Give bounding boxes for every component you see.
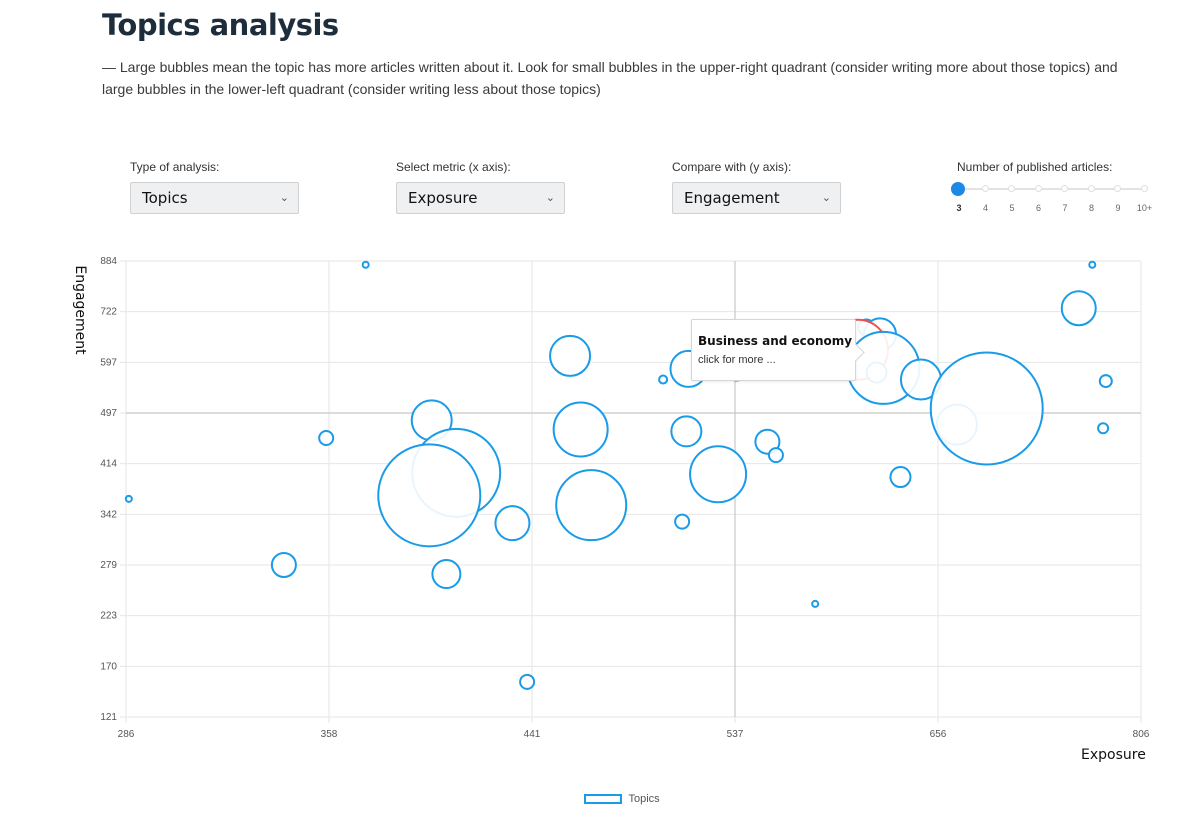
y-tick-label: 497: [100, 408, 117, 419]
y-metric-value: Engagement: [684, 189, 780, 207]
slider-tick-label: 5: [1009, 203, 1015, 213]
y-tick-label: 722: [100, 307, 117, 318]
y-tick-label: 597: [100, 357, 117, 368]
analysis-type-select[interactable]: Topics ⌄: [130, 182, 299, 214]
slider-stop[interactable]: [1034, 185, 1042, 192]
topic-bubble[interactable]: [1097, 422, 1110, 435]
y-tick-label: 414: [100, 459, 117, 470]
topic-bubble[interactable]: [270, 552, 297, 578]
articles-slider-track[interactable]: [958, 188, 1143, 190]
y-axis-title: Engagement: [72, 265, 88, 355]
slider-tick-label: 6: [1035, 203, 1042, 213]
bubble-tooltip[interactable]: Business and economy click for more ...: [691, 319, 856, 381]
slider-tick-label: 8: [1088, 203, 1095, 213]
slider-tick-label: 4: [982, 203, 989, 213]
page-description: — Large bubbles mean the topic has more …: [102, 59, 1118, 97]
x-metric-label: Select metric (x axis):: [396, 160, 511, 174]
slider-stop[interactable]: [1008, 185, 1015, 192]
page-title: Topics analysis: [102, 8, 339, 42]
topic-bubble[interactable]: [519, 673, 536, 690]
x-tick-label: 806: [1133, 729, 1150, 740]
topic-bubble[interactable]: [658, 374, 669, 385]
chevron-down-icon: ⌄: [821, 191, 831, 204]
y-metric-label: Compare with (y axis):: [672, 160, 792, 174]
slider-tick-label: 10+: [1136, 203, 1153, 213]
topic-bubble[interactable]: [1098, 374, 1113, 389]
topic-bubble[interactable]: [552, 401, 609, 458]
x-tick-label: 286: [118, 729, 135, 740]
topic-bubble[interactable]: [929, 351, 1044, 466]
topic-bubble[interactable]: [124, 494, 133, 503]
chevron-down-icon: ⌄: [545, 191, 555, 204]
y-tick-label: 884: [100, 256, 117, 267]
topic-bubble[interactable]: [361, 260, 370, 269]
slider-tick-label: 9: [1115, 203, 1121, 213]
slider-stop[interactable]: [1114, 185, 1121, 192]
x-tick-label: 537: [727, 729, 744, 740]
analysis-type-control: Type of analysis: Topics ⌄: [130, 160, 299, 214]
slider-stop[interactable]: [1140, 185, 1148, 192]
topic-bubble[interactable]: [549, 334, 592, 377]
y-tick-label: 342: [100, 509, 117, 520]
topic-bubble[interactable]: [555, 469, 628, 542]
topic-bubble[interactable]: [889, 466, 912, 489]
y-metric-control: Compare with (y axis): Engagement ⌄: [672, 160, 841, 214]
topic-bubble[interactable]: [674, 513, 691, 530]
articles-slider-control: Number of published articles: 3 4 5 6 7 8 9 10+: [950, 160, 1155, 213]
slider-tick-label: 3: [956, 203, 962, 213]
y-tick-label: 121: [100, 712, 117, 723]
articles-slider-label: Number of published articles:: [957, 160, 1113, 174]
x-metric-select[interactable]: Exposure ⌄: [396, 182, 565, 214]
topic-bubble[interactable]: [1060, 290, 1097, 327]
x-tick-label: 358: [321, 729, 338, 740]
slider-tick-label: 7: [1062, 203, 1068, 213]
topic-bubble[interactable]: [1088, 260, 1097, 269]
x-metric-control: Select metric (x axis): Exposure ⌄: [396, 160, 565, 214]
x-tick-label: 441: [524, 729, 541, 740]
analysis-type-label: Type of analysis:: [130, 160, 220, 174]
y-tick-label: 223: [100, 611, 117, 622]
tooltip-title: Business and economy: [698, 334, 853, 348]
slider-stop[interactable]: [1061, 185, 1068, 192]
x-metric-value: Exposure: [408, 189, 478, 207]
topic-bubble[interactable]: [318, 430, 335, 447]
slider-stop[interactable]: [1087, 185, 1095, 192]
y-metric-select[interactable]: Engagement ⌄: [672, 182, 841, 214]
legend-swatch: [584, 793, 622, 804]
topic-bubble[interactable]: [767, 447, 784, 464]
topic-bubble[interactable]: [811, 599, 820, 608]
topic-bubble[interactable]: [431, 559, 462, 590]
chevron-down-icon: ⌄: [279, 191, 289, 204]
x-tick-label: 656: [930, 729, 947, 740]
x-axis-title: Exposure: [1081, 747, 1146, 763]
topic-bubble[interactable]: [377, 443, 482, 548]
topic-bubble[interactable]: [689, 445, 748, 504]
articles-slider-thumb[interactable]: [951, 182, 965, 196]
analysis-type-value: Topics: [142, 189, 188, 207]
tooltip-link[interactable]: click for more ...: [698, 354, 776, 366]
legend-label: Topics: [628, 792, 660, 805]
chart-legend[interactable]: Topics: [584, 790, 660, 806]
topic-bubble[interactable]: [494, 505, 531, 542]
slider-stop[interactable]: [981, 185, 989, 192]
y-tick-label: 279: [100, 560, 117, 571]
y-tick-label: 170: [100, 661, 117, 672]
topic-bubble[interactable]: [670, 415, 703, 448]
